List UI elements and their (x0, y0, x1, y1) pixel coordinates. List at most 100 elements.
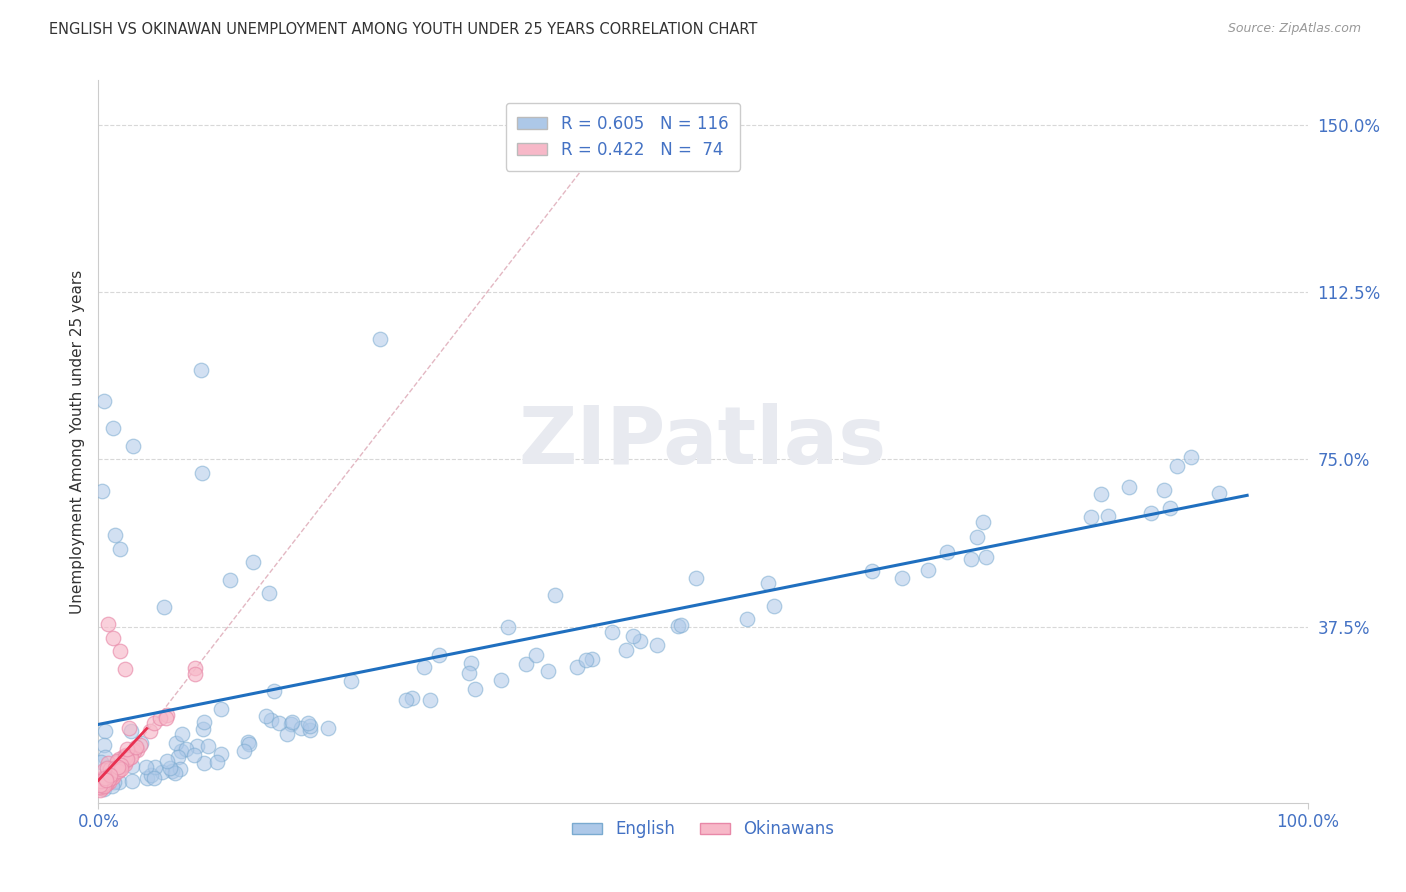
Point (936, 544, 959, 558)
Point (184, 661, 207, 675)
Point (581, 652, 603, 666)
Point (90, 755, 112, 769)
Point (121, 758, 143, 772)
Point (139, 723, 162, 738)
Point (97, 756, 120, 771)
Point (267, 716, 290, 731)
Point (205, 756, 228, 770)
Point (129, 738, 152, 752)
Point (103, 421, 125, 435)
Point (89, 780, 111, 795)
Point (118, 749, 141, 764)
Text: ZIPatlas: ZIPatlas (519, 402, 887, 481)
Point (193, 715, 215, 730)
Point (259, 713, 281, 727)
Point (94, 769, 117, 783)
Point (149, 711, 172, 725)
Point (143, 771, 166, 785)
Point (565, 659, 588, 673)
Point (129, 736, 152, 750)
Point (107, 760, 129, 774)
Point (156, 708, 179, 723)
Point (600, 625, 623, 640)
Point (167, 750, 190, 764)
Point (108, 541, 131, 556)
Point (98, 774, 121, 789)
Point (236, 735, 259, 749)
Point (263, 684, 285, 698)
Point (628, 634, 651, 648)
Point (464, 681, 486, 696)
Point (118, 721, 141, 735)
Point (101, 769, 124, 783)
Text: Source: ZipAtlas.com: Source: ZipAtlas.com (1227, 22, 1361, 36)
Point (575, 652, 598, 666)
Point (107, 764, 129, 778)
Point (170, 744, 193, 758)
Point (238, 737, 260, 751)
Point (94, 771, 117, 785)
Point (429, 648, 451, 662)
Point (94, 769, 117, 783)
Point (96, 775, 118, 789)
Point (90, 778, 112, 792)
Point (100, 761, 122, 775)
Point (120, 749, 142, 764)
Point (91, 779, 114, 793)
Point (671, 617, 693, 632)
Point (103, 770, 125, 784)
Point (460, 657, 482, 671)
Point (93, 782, 115, 797)
Point (96, 773, 118, 788)
Point (89, 778, 111, 792)
Point (183, 747, 205, 762)
Point (1090, 487, 1112, 501)
Point (917, 562, 939, 576)
Point (112, 749, 135, 764)
Point (110, 758, 132, 772)
Point (136, 771, 159, 785)
Point (254, 709, 277, 723)
Point (537, 664, 560, 678)
Point (614, 643, 637, 657)
Point (190, 466, 212, 480)
Point (103, 774, 125, 789)
Point (860, 565, 883, 579)
Point (232, 744, 254, 758)
Point (93, 763, 115, 777)
Point (966, 530, 988, 544)
Point (280, 717, 302, 731)
Point (401, 690, 423, 705)
Point (121, 773, 143, 788)
Point (104, 528, 127, 542)
Point (458, 665, 481, 680)
Point (145, 760, 167, 774)
Point (190, 363, 212, 377)
Point (114, 756, 136, 771)
Point (101, 767, 124, 781)
Point (104, 761, 127, 775)
Point (115, 748, 138, 763)
Point (281, 715, 304, 730)
Point (209, 702, 232, 716)
Point (219, 573, 242, 587)
Point (159, 761, 181, 775)
Point (1097, 508, 1119, 523)
Point (756, 576, 779, 591)
Point (890, 571, 912, 585)
Point (93, 777, 115, 791)
Point (150, 765, 173, 780)
Point (91, 483, 114, 498)
Point (94, 750, 117, 764)
Point (298, 718, 321, 732)
Point (276, 727, 298, 741)
Point (125, 739, 148, 754)
Point (101, 631, 124, 645)
Point (419, 693, 441, 707)
Point (156, 754, 179, 768)
Point (108, 644, 131, 658)
Point (155, 711, 177, 725)
Point (1118, 481, 1140, 495)
Point (100, 767, 122, 781)
Point (176, 742, 198, 756)
